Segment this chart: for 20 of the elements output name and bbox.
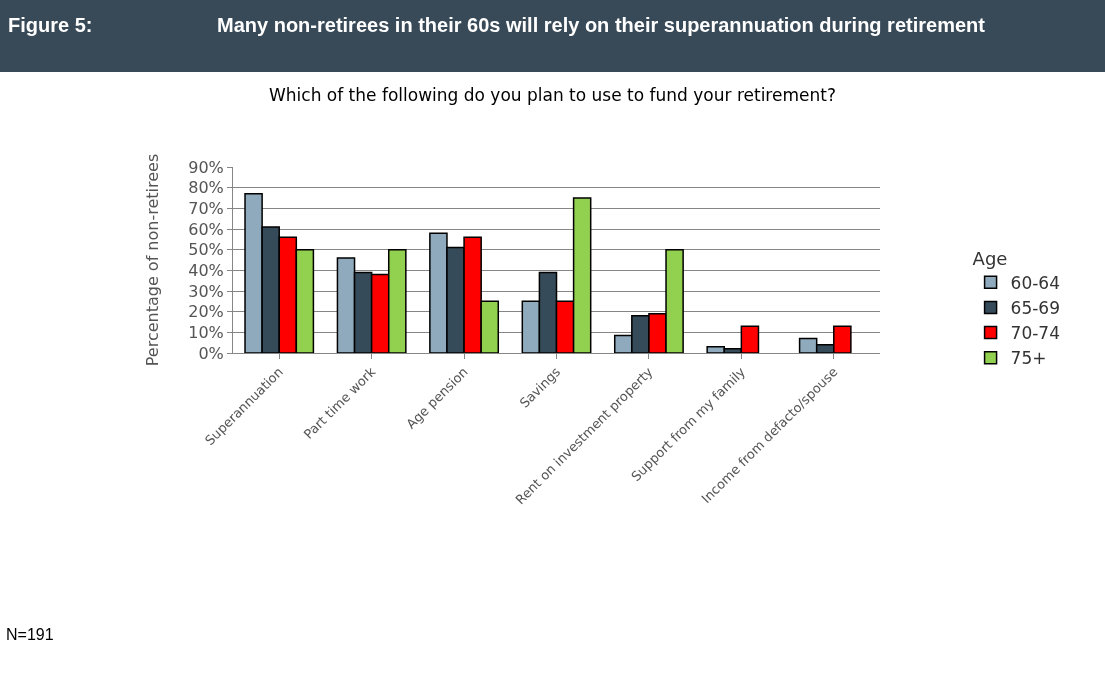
y-axis-title: Percentage of non-retirees — [143, 153, 163, 367]
y-tick-label: 40% — [188, 260, 224, 280]
caption: Figure 5: — [8, 14, 93, 36]
y-tick-label: 30% — [188, 281, 224, 301]
chart-subtitle: Which of the following do you plan to use to fund your retirement? — [269, 85, 836, 105]
y-tick-label: 60% — [188, 219, 224, 239]
legend-label: 60-64 — [1010, 272, 1060, 293]
y-tick-label: 0% — [198, 343, 224, 363]
y-tick-label: 50% — [188, 240, 224, 260]
legend-label: 70-74 — [1010, 323, 1060, 344]
legend-label: 65-69 — [1010, 298, 1060, 319]
y-tick-label: 80% — [188, 178, 224, 198]
y-tick-label: 10% — [188, 322, 224, 342]
chart-title: Many non-retirees in their 60s will rely on their superannuation during retirement — [217, 14, 986, 36]
y-tick-label: 70% — [188, 198, 224, 218]
legend-label: 75+ — [1010, 348, 1047, 369]
y-tick-label: 20% — [188, 302, 224, 322]
text: N=191 — [6, 626, 54, 643]
y-tick-label: 90% — [188, 157, 224, 177]
legend-title: Age — [972, 247, 1008, 269]
